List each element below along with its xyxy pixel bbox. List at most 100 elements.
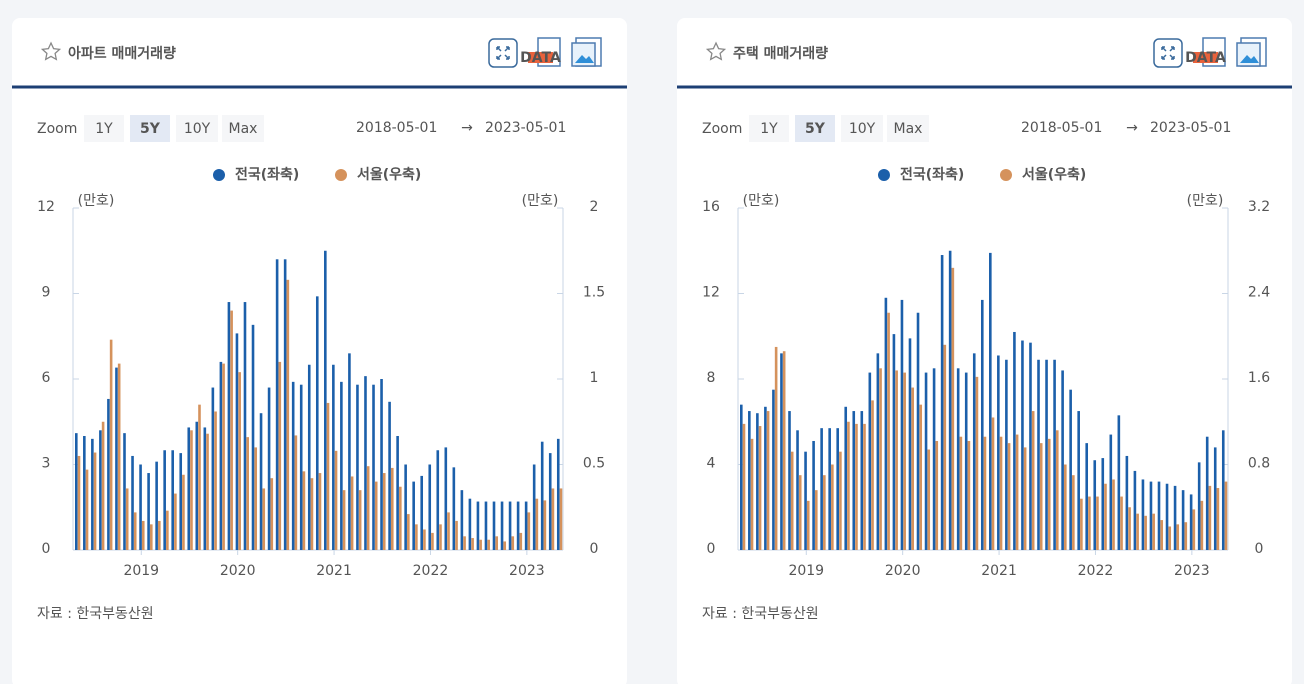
bar[interactable] xyxy=(1096,496,1099,550)
bar[interactable] xyxy=(428,464,432,551)
star-icon[interactable] xyxy=(40,41,62,61)
bar[interactable] xyxy=(230,310,233,550)
bar[interactable] xyxy=(868,372,872,550)
bar[interactable] xyxy=(243,302,247,550)
bar[interactable] xyxy=(782,351,786,550)
bar[interactable] xyxy=(951,267,955,550)
bar[interactable] xyxy=(1165,483,1169,550)
bar[interactable] xyxy=(1117,415,1121,550)
bar[interactable] xyxy=(916,312,920,550)
bar[interactable] xyxy=(1047,438,1051,550)
bar[interactable] xyxy=(1080,498,1083,550)
bar[interactable] xyxy=(123,433,126,550)
bar[interactable] xyxy=(774,346,778,550)
bar[interactable] xyxy=(206,433,209,550)
bar[interactable] xyxy=(852,411,856,550)
bar[interactable] xyxy=(187,427,191,550)
bar[interactable] xyxy=(1112,479,1115,550)
bar[interactable] xyxy=(149,524,153,550)
bar[interactable] xyxy=(436,450,440,550)
bar[interactable] xyxy=(948,250,952,550)
bar[interactable] xyxy=(764,406,767,550)
bar[interactable] xyxy=(109,339,113,550)
bar[interactable] xyxy=(158,520,161,550)
bar[interactable] xyxy=(1013,331,1016,550)
bar[interactable] xyxy=(972,353,976,550)
zoom-button-label[interactable]: Max xyxy=(229,121,258,137)
bar[interactable] xyxy=(342,490,346,550)
bar[interactable] xyxy=(967,440,971,550)
bar[interactable] xyxy=(219,361,223,550)
bar[interactable] xyxy=(171,450,174,550)
bar[interactable] xyxy=(420,475,424,550)
bar[interactable] xyxy=(519,532,523,550)
bar[interactable] xyxy=(214,411,217,550)
bar[interactable] xyxy=(503,541,507,550)
bar[interactable] xyxy=(964,372,968,550)
bar[interactable] xyxy=(125,488,129,550)
bar[interactable] xyxy=(455,520,458,550)
bar[interactable] xyxy=(991,417,995,550)
bar[interactable] xyxy=(524,501,528,550)
bar[interactable] xyxy=(452,467,456,550)
bar[interactable] xyxy=(246,437,249,550)
bar[interactable] xyxy=(77,455,81,550)
bar[interactable] xyxy=(740,404,743,550)
bar[interactable] xyxy=(1144,515,1147,550)
bar[interactable] xyxy=(895,370,898,550)
zoom-button-label[interactable]: 5Y xyxy=(805,121,826,137)
bar[interactable] xyxy=(131,455,134,550)
bar[interactable] xyxy=(1141,479,1145,550)
bar[interactable] xyxy=(527,512,531,550)
bar[interactable] xyxy=(1133,470,1137,550)
bar[interactable] xyxy=(107,398,110,550)
legend-swatch[interactable] xyxy=(1000,169,1012,181)
bar[interactable] xyxy=(756,413,759,550)
bar[interactable] xyxy=(959,436,963,550)
zoom-button[interactable] xyxy=(176,115,218,142)
bar[interactable] xyxy=(844,406,848,550)
bar[interactable] xyxy=(1125,455,1129,550)
zoom-button[interactable] xyxy=(841,115,883,142)
zoom-button[interactable] xyxy=(887,115,929,142)
bar[interactable] xyxy=(556,438,560,550)
bar[interactable] xyxy=(222,363,225,550)
bar[interactable] xyxy=(476,501,480,550)
bar[interactable] xyxy=(748,411,751,550)
bar[interactable] xyxy=(532,464,536,551)
bar[interactable] xyxy=(855,423,858,550)
bar[interactable] xyxy=(924,372,928,550)
bar[interactable] xyxy=(836,428,839,550)
bar[interactable] xyxy=(511,536,515,550)
bar[interactable] xyxy=(238,372,241,550)
bar[interactable] xyxy=(1039,443,1043,550)
bar[interactable] xyxy=(348,353,351,550)
bar[interactable] xyxy=(487,539,490,550)
bar[interactable] xyxy=(203,427,207,550)
bar[interactable] xyxy=(1152,513,1155,550)
star-icon[interactable] xyxy=(705,41,727,61)
bar[interactable] xyxy=(1053,359,1056,550)
bar[interactable] xyxy=(543,500,547,550)
bar[interactable] xyxy=(1104,483,1107,550)
bar[interactable] xyxy=(1101,458,1105,550)
bar[interactable] xyxy=(999,436,1003,550)
bar[interactable] xyxy=(93,452,97,550)
bar[interactable] xyxy=(83,436,86,550)
bar[interactable] xyxy=(141,520,145,550)
bar[interactable] xyxy=(1216,488,1220,550)
bar[interactable] xyxy=(535,498,539,550)
bar[interactable] xyxy=(198,404,201,550)
bar[interactable] xyxy=(1192,509,1196,550)
bar[interactable] xyxy=(190,430,193,550)
bar[interactable] xyxy=(463,536,466,550)
bar[interactable] xyxy=(766,411,770,550)
bar[interactable] xyxy=(275,259,279,550)
bar[interactable] xyxy=(1168,526,1172,550)
bar[interactable] xyxy=(492,501,496,550)
bar[interactable] xyxy=(1173,485,1177,550)
bar[interactable] xyxy=(997,355,1000,550)
bar[interactable] xyxy=(75,433,78,550)
bar[interactable] xyxy=(447,512,450,550)
bar[interactable] xyxy=(195,421,199,550)
